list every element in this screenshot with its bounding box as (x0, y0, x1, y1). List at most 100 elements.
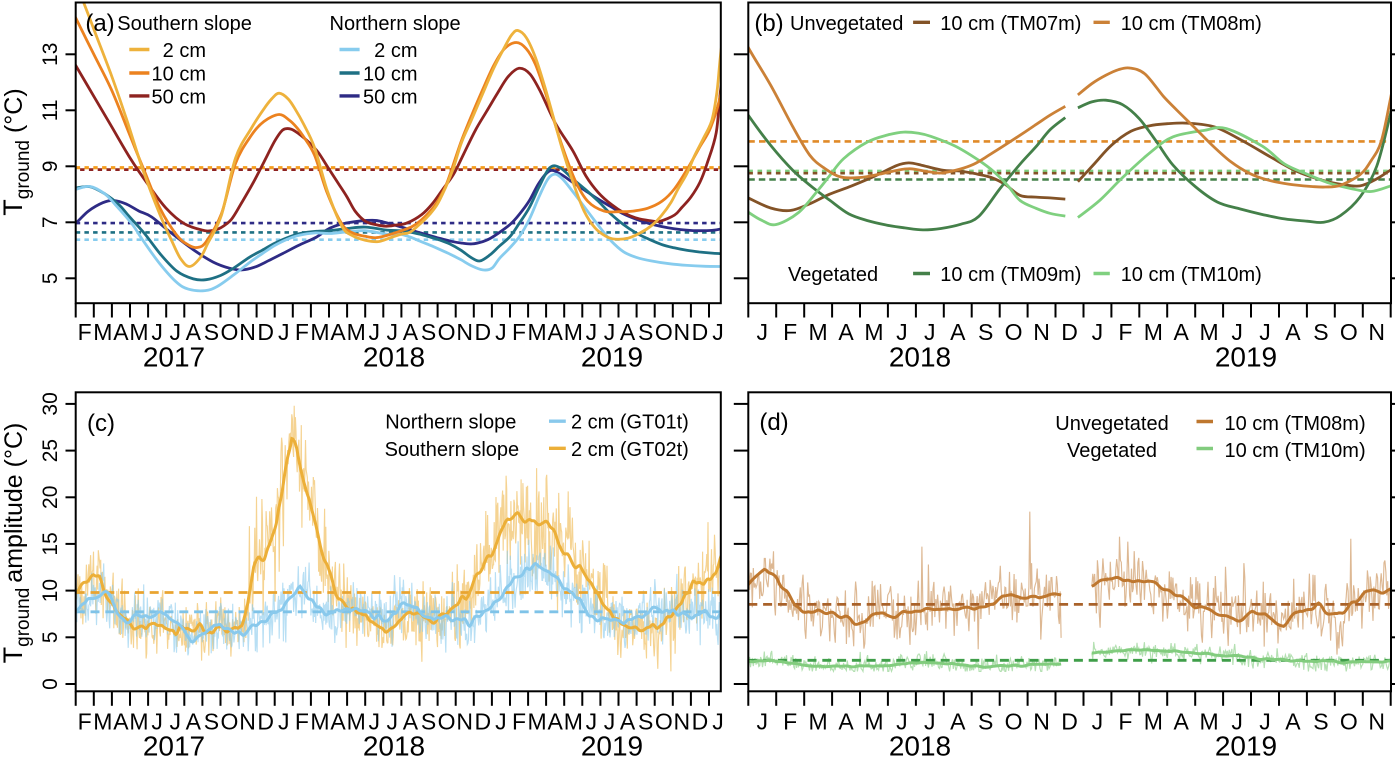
svg-text:10 cm (TM07m): 10 cm (TM07m) (940, 13, 1081, 35)
svg-text:J: J (712, 709, 724, 735)
svg-text:N: N (1033, 319, 1050, 345)
svg-text:S: S (978, 709, 993, 735)
svg-text:13: 13 (39, 43, 62, 66)
svg-text:9: 9 (39, 160, 62, 172)
svg-text:30: 30 (39, 392, 62, 415)
svg-text:Unvegetated: Unvegetated (790, 13, 903, 35)
svg-text:J: J (369, 319, 381, 345)
svg-text:S: S (638, 709, 653, 735)
svg-text:0: 0 (39, 678, 62, 690)
svg-text:A: A (548, 319, 564, 345)
svg-text:F: F (1118, 709, 1132, 735)
svg-text:25: 25 (39, 439, 62, 462)
svg-text:J: J (278, 709, 290, 735)
svg-text:10 cm (TM08m): 10 cm (TM08m) (1225, 413, 1366, 435)
svg-text:N: N (456, 319, 473, 345)
svg-text:F: F (78, 709, 92, 735)
svg-text:O: O (1340, 319, 1358, 345)
svg-text:J: J (1231, 319, 1243, 345)
svg-text:M: M (310, 709, 329, 735)
svg-text:F: F (512, 319, 526, 345)
svg-text:O: O (221, 319, 239, 345)
svg-text:2017: 2017 (143, 731, 205, 758)
svg-text:A: A (1285, 319, 1301, 345)
svg-text:A: A (403, 319, 419, 345)
svg-text:J: J (604, 319, 616, 345)
svg-text:M: M (129, 319, 148, 345)
svg-text:Unvegetated: Unvegetated (1055, 413, 1168, 435)
svg-text:A: A (330, 319, 346, 345)
svg-text:A: A (113, 319, 129, 345)
svg-text:A: A (186, 709, 202, 735)
svg-text:S: S (1313, 319, 1328, 345)
svg-text:J: J (151, 709, 163, 735)
svg-text:A: A (548, 709, 564, 735)
svg-text:F: F (783, 319, 797, 345)
svg-text:A: A (838, 319, 854, 345)
svg-text:5: 5 (39, 631, 62, 643)
svg-text:A: A (950, 709, 966, 735)
svg-text:M: M (864, 709, 883, 735)
svg-text:M: M (528, 709, 547, 735)
svg-text:7: 7 (39, 216, 62, 228)
svg-text:J: J (757, 319, 769, 345)
svg-text:D: D (257, 709, 274, 735)
svg-text:M: M (1144, 709, 1163, 735)
svg-text:2019: 2019 (1215, 731, 1277, 758)
svg-text:J: J (278, 319, 290, 345)
svg-text:2019: 2019 (581, 731, 643, 758)
svg-text:N: N (673, 709, 690, 735)
svg-text:M: M (1144, 319, 1163, 345)
svg-text:O: O (438, 709, 456, 735)
svg-text:15: 15 (39, 532, 62, 555)
svg-text:2017: 2017 (143, 342, 205, 373)
svg-text:A: A (950, 319, 966, 345)
svg-text:F: F (295, 709, 309, 735)
svg-text:10 cm (TM10m): 10 cm (TM10m) (1121, 264, 1262, 286)
svg-text:2 cm (GT01t): 2 cm (GT01t) (571, 412, 689, 434)
svg-text:M: M (864, 319, 883, 345)
svg-text:M: M (564, 319, 583, 345)
svg-text:M: M (809, 319, 828, 345)
svg-text:A: A (1174, 709, 1190, 735)
svg-text:10 cm (TM09m): 10 cm (TM09m) (940, 264, 1081, 286)
svg-text:D: D (1061, 319, 1078, 345)
svg-text:O: O (1340, 709, 1358, 735)
svg-text:(a): (a) (85, 10, 114, 37)
svg-text:F: F (512, 709, 526, 735)
svg-text:2 cm: 2 cm (374, 40, 417, 62)
svg-text:N: N (1368, 319, 1385, 345)
svg-text:50 cm: 50 cm (363, 86, 417, 108)
svg-text:M: M (93, 709, 112, 735)
svg-text:J: J (712, 319, 724, 345)
svg-text:11: 11 (39, 99, 62, 121)
svg-text:J: J (586, 709, 598, 735)
svg-text:J: J (495, 319, 507, 345)
svg-text:D: D (257, 319, 274, 345)
svg-text:M: M (528, 319, 547, 345)
svg-text:J: J (924, 709, 936, 735)
svg-text:10 cm (TM10m): 10 cm (TM10m) (1225, 440, 1366, 462)
svg-text:N: N (239, 319, 256, 345)
svg-text:(b): (b) (754, 10, 783, 37)
svg-text:5: 5 (39, 272, 62, 284)
svg-text:J: J (924, 319, 936, 345)
svg-text:N: N (1368, 709, 1385, 735)
svg-text:J: J (1092, 709, 1104, 735)
svg-text:J: J (151, 319, 163, 345)
svg-text:D: D (1061, 709, 1078, 735)
svg-text:(d): (d) (759, 409, 788, 436)
svg-text:J: J (387, 709, 399, 735)
svg-text:F: F (78, 319, 92, 345)
svg-text:J: J (586, 319, 598, 345)
svg-text:J: J (369, 709, 381, 735)
svg-text:A: A (330, 709, 346, 735)
svg-text:10 cm: 10 cm (152, 64, 206, 86)
svg-text:A: A (838, 709, 854, 735)
svg-text:O: O (655, 709, 673, 735)
svg-text:F: F (295, 319, 309, 345)
svg-text:N: N (239, 709, 256, 735)
svg-text:M: M (1200, 319, 1219, 345)
svg-text:O: O (1005, 709, 1023, 735)
svg-text:N: N (1033, 709, 1050, 735)
